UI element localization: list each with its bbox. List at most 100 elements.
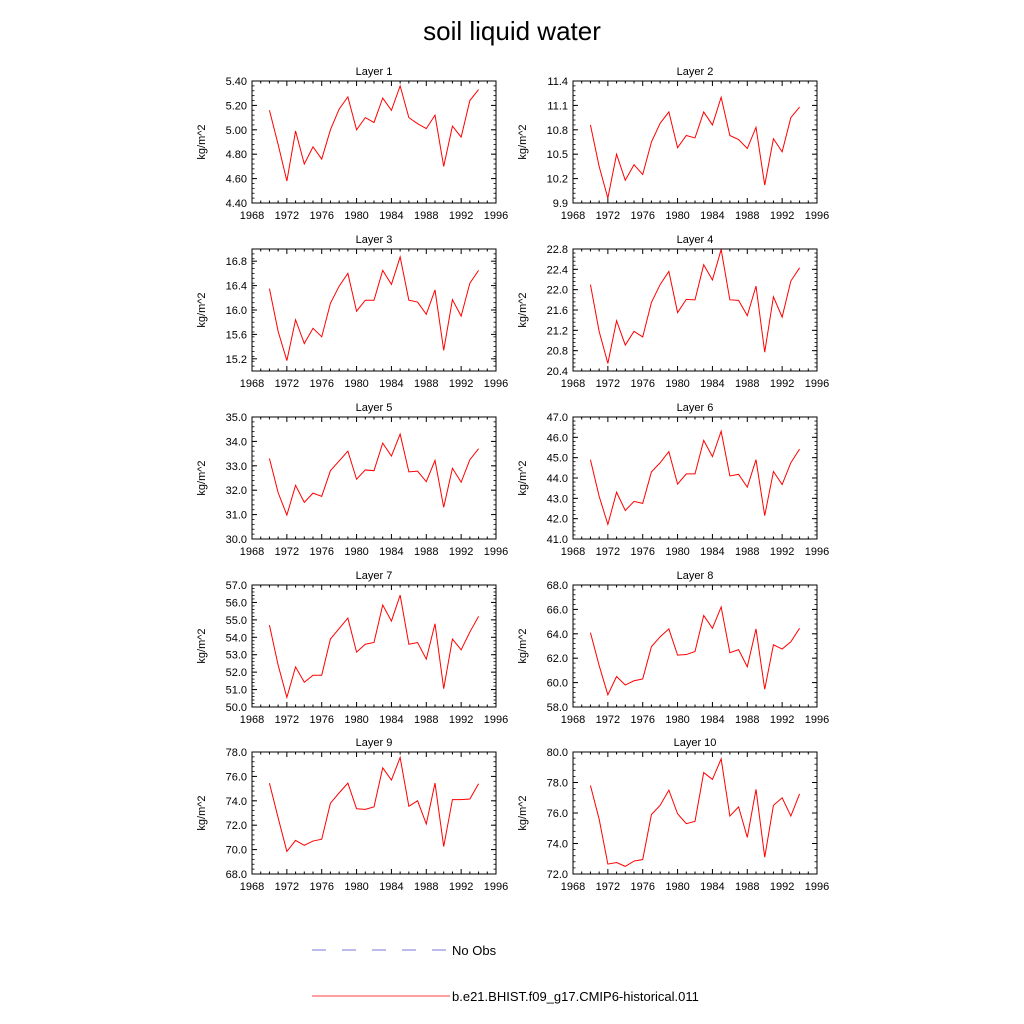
layer-9-series-line (268, 755, 480, 853)
layer-2-xtick-label: 1968 (561, 210, 585, 222)
layer-4-xtick-label: 1984 (700, 378, 724, 390)
layer-1-xtick-label: 1996 (484, 210, 508, 222)
layer-7-ytick-label: 50.0 (226, 702, 247, 714)
layer-10-xtick-label: 1980 (665, 881, 689, 893)
layer-1-xtick-label: 1980 (344, 210, 368, 222)
layer-3-xtick-label: 1984 (379, 378, 403, 390)
layer-8-xtick-label: 1996 (805, 714, 829, 726)
layer-1-ytick-label: 4.80 (226, 149, 247, 161)
layer-2-xtick-label: 1996 (805, 210, 829, 222)
layer-3-ylabel: kg/m^2 (196, 292, 208, 327)
layer-5-ytick-label: 34.0 (226, 436, 247, 448)
layer-8-ytick-label: 68.0 (547, 580, 568, 592)
layer-1-xtick-label: 1972 (275, 210, 299, 222)
layer-6-ytick-label: 44.0 (547, 473, 568, 485)
layer-5-xtick-label: 1988 (414, 546, 438, 558)
layer-2-plot-frame (572, 80, 818, 204)
layer-2-xtick-label: 1976 (630, 210, 654, 222)
layer-1-ytick-label: 5.00 (226, 125, 247, 137)
layer-10-ytick-label: 76.0 (547, 808, 568, 820)
layer-1-ytick-label: 5.40 (226, 76, 247, 88)
layer-5-ylabel: kg/m^2 (196, 460, 208, 495)
layer-8-series-line (589, 605, 800, 697)
layer-5-xtick-label: 1972 (275, 546, 299, 558)
layer-6-xtick-label: 1972 (596, 546, 620, 558)
layer-2-title: Layer 2 (677, 66, 714, 78)
layer-3-xtick-label: 1996 (484, 378, 508, 390)
layer-7-plot-frame (251, 584, 497, 708)
layer-4-xtick-label: 1968 (561, 378, 585, 390)
layer-4-ytick-label: 22.4 (547, 264, 568, 276)
layer-8-plot-frame (572, 584, 818, 708)
layer-4-title: Layer 4 (677, 234, 714, 246)
layer-10-xtick-label: 1976 (630, 881, 654, 893)
panel-grid: Layer 1 kg/m^2 1968 1972 1976 1980 1984 1988 199… (196, 66, 829, 893)
layer-9-plot-frame (251, 751, 497, 875)
layer-7-ylabel: kg/m^2 (196, 628, 208, 663)
layer-5-xtick-label: 1980 (344, 546, 368, 558)
layer-6-xtick-label: 1996 (805, 546, 829, 558)
layer-4-xtick-label: 1976 (630, 378, 654, 390)
layer-4-ytick-label: 20.4 (547, 366, 568, 378)
layer-10-xtick-label: 1988 (735, 881, 759, 893)
layer-1-series-line (268, 84, 479, 182)
layer-3-series-line (268, 254, 479, 361)
layer-8-ytick-label: 60.0 (547, 678, 568, 690)
layer-1-xtick-label: 1984 (379, 210, 403, 222)
layer-8-ytick-label: 62.0 (547, 653, 568, 665)
layer-7-ytick-label: 56.0 (226, 597, 247, 609)
layer-10-ylabel: kg/m^2 (517, 795, 529, 830)
layer-3-ytick-label: 15.2 (226, 354, 247, 366)
layer-8-ylabel: kg/m^2 (517, 628, 529, 663)
layer-7-ytick-label: 55.0 (226, 615, 247, 627)
layer-9-xtick-label: 1976 (309, 881, 333, 893)
layer-3-panel: Layer 3 kg/m^2 1968 1972 1976 1980 1984 1988 199… (196, 234, 508, 390)
layer-9-ytick-label: 70.0 (226, 845, 247, 857)
layer-6-ylabel: kg/m^2 (517, 460, 529, 495)
layer-5-panel: Layer 5 kg/m^2 1968 1972 1976 1980 1984 1988 199… (196, 402, 508, 558)
layer-10-xtick-label: 1996 (805, 881, 829, 893)
layer-7-xtick-label: 1996 (484, 714, 508, 726)
layer-9-panel: Layer 9 kg/m^2 1968 1972 1976 1980 1984 1988 199… (196, 737, 508, 893)
layer-10-ytick-label: 80.0 (547, 747, 568, 759)
layer-6-series-line (589, 429, 800, 527)
layer-9-ytick-label: 68.0 (226, 869, 247, 881)
layer-9-xtick-label: 1992 (449, 881, 473, 893)
layer-10-xtick-label: 1992 (770, 881, 794, 893)
layer-1-xtick-label: 1988 (414, 210, 438, 222)
layer-5-ytick-label: 30.0 (226, 534, 247, 546)
layer-5-ytick-label: 33.0 (226, 461, 247, 473)
layer-9-xtick-label: 1980 (344, 881, 368, 893)
layer-4-xtick-label: 1988 (735, 378, 759, 390)
layer-5-ytick-label: 35.0 (226, 412, 247, 424)
layer-2-xtick-label: 1992 (770, 210, 794, 222)
layer-6-title: Layer 6 (677, 402, 714, 414)
layer-10-ytick-label: 78.0 (547, 778, 568, 790)
layer-1-ylabel: kg/m^2 (196, 124, 208, 159)
layer-4-ylabel: kg/m^2 (517, 292, 529, 327)
layer-9-ytick-label: 74.0 (226, 796, 247, 808)
layer-7-xtick-label: 1992 (449, 714, 473, 726)
layer-2-xtick-label: 1980 (665, 210, 689, 222)
layer-7-ytick-label: 57.0 (226, 580, 247, 592)
layer-2-ytick-label: 11.1 (547, 100, 568, 112)
layer-8-xtick-label: 1984 (700, 714, 724, 726)
layer-6-xtick-label: 1980 (665, 546, 689, 558)
layer-7-ytick-label: 54.0 (226, 632, 247, 644)
layer-8-xtick-label: 1980 (665, 714, 689, 726)
layer-4-xtick-label: 1980 (665, 378, 689, 390)
layer-8-xtick-label: 1972 (596, 714, 620, 726)
layer-7-xtick-label: 1972 (275, 714, 299, 726)
layer-5-xtick-label: 1968 (240, 546, 264, 558)
layer-4-xtick-label: 1992 (770, 378, 794, 390)
layer-7-series-line (268, 594, 480, 700)
layer-9-title: Layer 9 (356, 737, 393, 749)
layer-6-plot-frame (572, 416, 818, 540)
layer-5-title: Layer 5 (356, 402, 393, 414)
layer-1-title: Layer 1 (356, 66, 393, 78)
layer-10-ytick-label: 74.0 (547, 839, 568, 851)
layer-4-panel: Layer 4 kg/m^2 1968 1972 1976 1980 1984 1988 199… (517, 234, 829, 390)
layer-3-xtick-label: 1992 (449, 378, 473, 390)
layer-9-ytick-label: 78.0 (226, 747, 247, 759)
layer-7-xtick-label: 1984 (379, 714, 403, 726)
